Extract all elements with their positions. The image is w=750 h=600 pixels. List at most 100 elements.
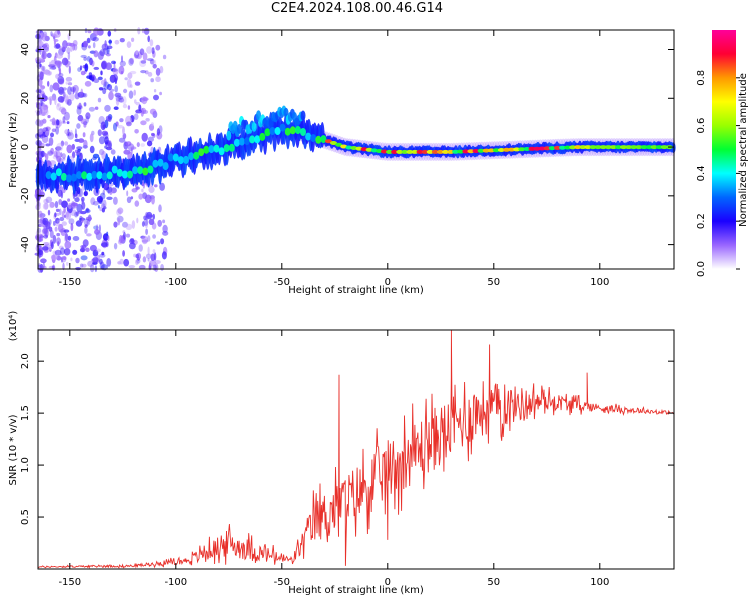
spectrogram-cell: [37, 150, 44, 160]
spectrogram-cell: [41, 51, 47, 60]
spectrogram-cell: [110, 149, 116, 155]
spectrogram-cell: [80, 263, 84, 268]
spectrogram-cell: [66, 47, 71, 54]
spectrogram-cell: [71, 173, 77, 182]
spectrogram-cell: [42, 118, 47, 124]
spectrogram-cell: [147, 258, 150, 262]
spectrogram-cell: [251, 121, 257, 132]
spectrogram-cell: [97, 97, 102, 103]
spectrogram-cell: [162, 54, 167, 60]
spectrogram-cell: [236, 123, 242, 134]
spectrogram-cell: [93, 66, 100, 70]
spectrogram-cell: [113, 242, 118, 250]
colorbar-tick-label: 0.8: [696, 70, 707, 86]
spectrogram-cell: [113, 221, 118, 228]
spectrogram-cell: [102, 189, 106, 195]
spectrogram-cell: [53, 220, 56, 226]
spectrogram-cell: [58, 48, 64, 56]
spectrogram-cell: [127, 72, 133, 79]
spectrogram-cell: [452, 149, 460, 154]
spectrogram-cell: [226, 130, 232, 141]
spectrogram-cell: [127, 105, 131, 110]
spectrogram-cell: [58, 78, 65, 85]
y-tick-label: 0.5: [20, 509, 31, 525]
spectrogram-cell: [57, 29, 60, 35]
spectrogram-cell: [457, 149, 465, 154]
spectrogram-cell: [90, 197, 96, 206]
spectrogram-cell: [518, 147, 526, 152]
spectrogram-cell: [391, 149, 399, 154]
spectrogram-cell: [136, 142, 140, 148]
spectrogram-cell: [284, 127, 291, 136]
colorbar-gradient: [712, 30, 736, 269]
spectrogram-cell: [48, 137, 54, 146]
spectrogram-cell: [223, 144, 230, 153]
spectrogram-cell: [604, 145, 612, 150]
spectrogram-cell: [144, 194, 152, 204]
spectrogram-cell: [100, 242, 108, 248]
snr-y-ticks: 0.5 1.0 1.5 2.0: [20, 353, 674, 525]
spectrogram-cell: [44, 108, 49, 116]
spectrogram-cell: [114, 77, 118, 85]
spectrogram-cell: [264, 128, 271, 137]
spectrogram-cell: [117, 207, 124, 214]
spectrogram-cell: [152, 264, 157, 271]
spectrogram-cell: [114, 92, 122, 98]
spectrogram-cell: [146, 46, 153, 54]
spectrogram-cell: [70, 86, 77, 92]
spectrogram-cell: [77, 210, 84, 215]
x-tick-label: -150: [58, 577, 81, 588]
spectrogram-cell: [111, 165, 118, 174]
spectrogram-cell: [47, 209, 51, 216]
spectrogram-cell: [152, 213, 155, 220]
spectrogram-cell: [158, 204, 162, 213]
spectrogram-cell: [45, 130, 50, 136]
spectrogram-cell: [106, 231, 109, 236]
spectrogram-cell: [105, 62, 112, 70]
spectrogram-cell: [147, 71, 153, 77]
spectrogram-cell: [162, 162, 169, 171]
spectrogram-cell: [65, 232, 68, 242]
spectrogram-cell: [55, 168, 62, 177]
spectrogram-cell: [87, 260, 94, 267]
spectrogram-cell: [183, 155, 189, 164]
spectrogram-cell: [630, 145, 638, 150]
spectrogram-cell: [62, 116, 66, 124]
spectrogram-cell: [129, 70, 137, 75]
spectrogram-cell: [52, 234, 57, 244]
spectrogram-cell: [105, 53, 111, 57]
spectrogram-cell: [72, 236, 80, 241]
spectrogram-cell: [108, 91, 114, 101]
spectrogram-cell: [150, 253, 156, 261]
spectrogram-cell: [114, 39, 120, 45]
spectrogram-cell: [41, 246, 49, 251]
spectrogram-cell: [75, 211, 80, 217]
spectrogram-cell: [154, 260, 161, 264]
spectrogram-cell: [140, 120, 147, 126]
spectrogram-cell: [249, 135, 256, 144]
spectrogram-cell: [105, 115, 111, 122]
spectrogram-cell: [108, 38, 112, 46]
spectrogram-cell: [101, 251, 105, 256]
spectrogram-cell: [135, 109, 143, 114]
spectrogram-cell: [37, 210, 43, 218]
spectrogram-cell: [139, 48, 145, 56]
spectrogram-cell: [84, 80, 92, 87]
spectrogram-cell: [380, 149, 388, 154]
spectrogram-cell: [50, 66, 57, 70]
spectrogram-cell: [238, 137, 245, 146]
spectrogram-cell: [482, 148, 490, 153]
spectrogram-cell: [155, 67, 161, 76]
spectrogram-cell: [51, 241, 54, 249]
spectrogram-x-ticks: -150 -100 -50 0 50 100: [58, 30, 609, 288]
spectrogram-cell: [76, 146, 83, 150]
spectrogram-cell: [82, 132, 86, 138]
spectrogram-cell: [81, 217, 84, 223]
spectrogram-cell: [92, 153, 100, 159]
spectrogram-cell: [153, 94, 159, 101]
spectrogram-cell: [86, 233, 92, 237]
spectrogram-cell: [615, 145, 622, 150]
spectrogram-cell: [305, 132, 312, 141]
spectrogram-cell: [76, 171, 83, 180]
spectrogram-cell: [91, 170, 98, 179]
